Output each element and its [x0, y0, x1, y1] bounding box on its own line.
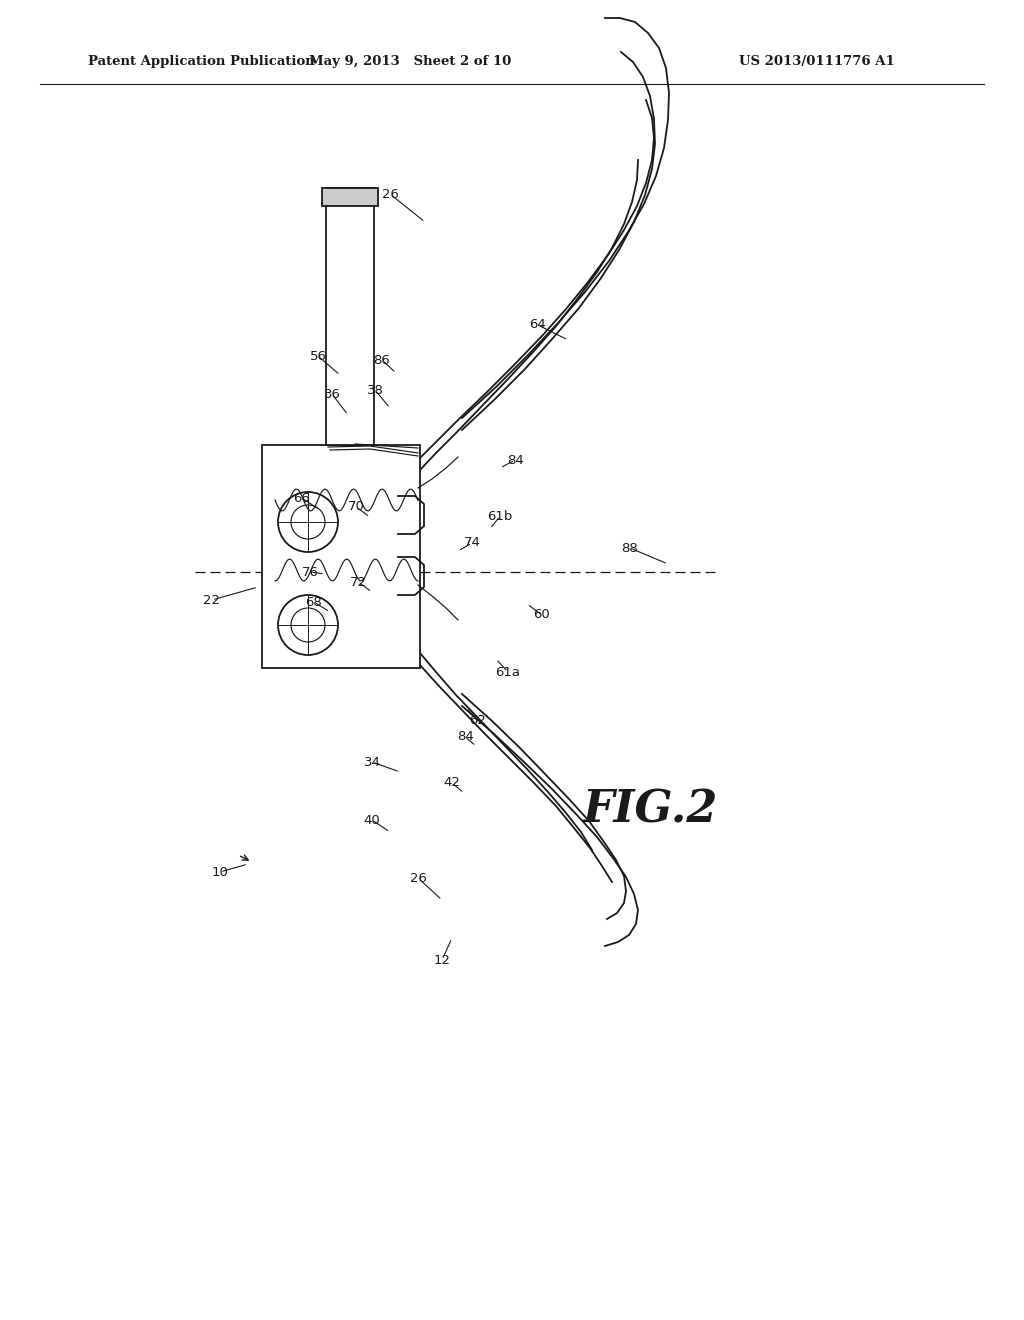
- Text: 12: 12: [433, 953, 451, 966]
- Text: 38: 38: [367, 384, 383, 396]
- Bar: [326, 187, 374, 445]
- Text: FIG.2: FIG.2: [583, 788, 718, 832]
- Text: 72: 72: [349, 576, 367, 589]
- Text: 42: 42: [443, 776, 461, 789]
- Text: 70: 70: [347, 500, 365, 513]
- Text: 88: 88: [622, 541, 638, 554]
- Text: 26: 26: [410, 871, 426, 884]
- Circle shape: [278, 595, 338, 655]
- Text: May 9, 2013   Sheet 2 of 10: May 9, 2013 Sheet 2 of 10: [309, 55, 511, 69]
- Text: 74: 74: [464, 536, 480, 549]
- Circle shape: [291, 609, 325, 642]
- Text: 22: 22: [204, 594, 220, 606]
- Text: 84: 84: [457, 730, 473, 743]
- Text: US 2013/0111776 A1: US 2013/0111776 A1: [739, 55, 895, 69]
- Text: 64: 64: [529, 318, 547, 331]
- Text: 62: 62: [470, 714, 486, 726]
- Text: 68: 68: [305, 595, 323, 609]
- Bar: [262, 445, 420, 668]
- Text: 36: 36: [324, 388, 340, 400]
- Text: 60: 60: [534, 609, 550, 622]
- Circle shape: [291, 506, 325, 539]
- Circle shape: [278, 492, 338, 552]
- Text: 34: 34: [364, 755, 381, 768]
- Text: 56: 56: [309, 350, 327, 363]
- Text: 10: 10: [212, 866, 228, 879]
- Text: 84: 84: [507, 454, 523, 466]
- Text: 40: 40: [364, 813, 380, 826]
- Text: 61b: 61b: [487, 510, 513, 523]
- Text: 61a: 61a: [496, 665, 520, 678]
- Text: 66: 66: [294, 491, 310, 504]
- Text: Patent Application Publication: Patent Application Publication: [88, 55, 314, 69]
- Text: 26: 26: [382, 187, 398, 201]
- Text: 76: 76: [301, 565, 318, 578]
- Text: 86: 86: [374, 354, 390, 367]
- Bar: [322, 187, 378, 206]
